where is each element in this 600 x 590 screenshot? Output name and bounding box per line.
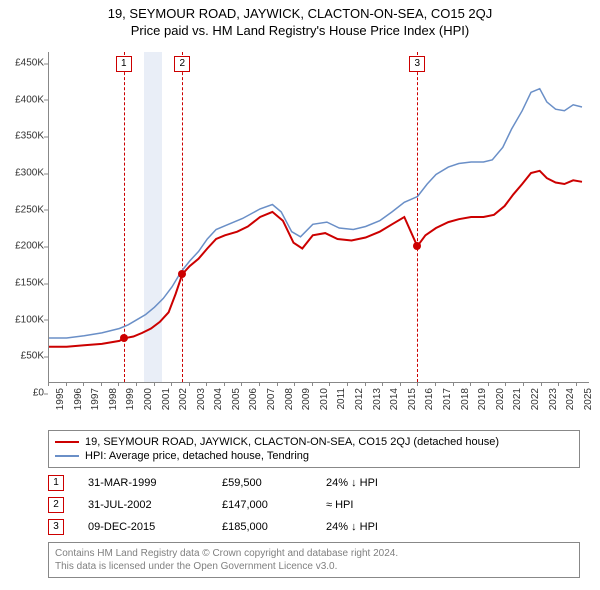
legend-label: HPI: Average price, detached house, Tend… [85, 450, 309, 462]
x-tick-mark [101, 382, 102, 386]
x-tick-mark [136, 382, 137, 386]
x-tick-mark [277, 382, 278, 386]
x-tick-mark [118, 382, 119, 386]
plot-region: 1 2 3 [48, 52, 589, 383]
chart-subtitle: Price paid vs. HM Land Registry's House … [0, 21, 600, 44]
sales-row-date: 09-DEC-2015 [88, 521, 198, 533]
legend-row: 19, SEYMOUR ROAD, JAYWICK, CLACTON-ON-SE… [55, 435, 573, 449]
chart-area: £0 £50K £100K £150K £200K £250K £300K £350K £400… [0, 44, 600, 424]
sale-marker-box: 3 [409, 56, 425, 72]
attribution-footer: Contains HM Land Registry data © Crown c… [48, 542, 580, 578]
x-tick-mark [259, 382, 260, 386]
x-tick-mark [470, 382, 471, 386]
x-tick-mark [488, 382, 489, 386]
x-tick-label: 2025 [583, 388, 600, 410]
sale-marker-box: 1 [116, 56, 132, 72]
sales-row-price: £59,500 [222, 477, 302, 489]
x-tick-mark [453, 382, 454, 386]
x-tick-mark [329, 382, 330, 386]
x-tick-mark [417, 382, 418, 386]
footer-line-1: Contains HM Land Registry data © Crown c… [55, 547, 573, 560]
x-tick-mark [558, 382, 559, 386]
x-tick-mark [171, 382, 172, 386]
sales-row: 3 09-DEC-2015 £185,000 24% ↓ HPI [48, 516, 580, 538]
y-tick-label: £300K [0, 168, 44, 179]
x-tick-mark [294, 382, 295, 386]
legend-swatch [55, 455, 79, 457]
x-tick-mark [66, 382, 67, 386]
sale-marker-box: 2 [174, 56, 190, 72]
sales-row-price: £185,000 [222, 521, 302, 533]
sales-row-marker: 1 [48, 475, 64, 491]
x-tick-mark [576, 382, 577, 386]
chart-title: 19, SEYMOUR ROAD, JAYWICK, CLACTON-ON-SE… [0, 0, 600, 21]
sales-row-marker: 3 [48, 519, 64, 535]
x-tick-mark [347, 382, 348, 386]
y-tick-label: £400K [0, 94, 44, 105]
sales-row-delta: 24% ↓ HPI [326, 521, 416, 533]
sales-row: 2 31-JUL-2002 £147,000 ≈ HPI [48, 494, 580, 516]
footer-line-2: This data is licensed under the Open Gov… [55, 560, 573, 573]
x-tick-mark [435, 382, 436, 386]
x-tick-mark [312, 382, 313, 386]
legend-swatch [55, 441, 79, 443]
x-tick-mark [523, 382, 524, 386]
x-tick-mark [400, 382, 401, 386]
x-tick-mark [48, 382, 49, 386]
sales-row: 1 31-MAR-1999 £59,500 24% ↓ HPI [48, 472, 580, 494]
x-tick-mark [541, 382, 542, 386]
sales-row-marker: 2 [48, 497, 64, 513]
sales-table: 1 31-MAR-1999 £59,500 24% ↓ HPI 2 31-JUL-2002… [48, 472, 580, 538]
sales-row-price: £147,000 [222, 499, 302, 511]
series-property [49, 171, 582, 347]
x-tick-mark [189, 382, 190, 386]
sale-dot [178, 270, 186, 278]
sales-row-date: 31-JUL-2002 [88, 499, 198, 511]
sale-dot [413, 242, 421, 250]
chart-container: 19, SEYMOUR ROAD, JAYWICK, CLACTON-ON-SE… [0, 0, 600, 578]
line-series-svg [49, 52, 589, 382]
y-tick-label: £350K [0, 131, 44, 142]
y-tick-label: £50K [0, 351, 44, 362]
x-tick-mark [382, 382, 383, 386]
x-tick-mark [505, 382, 506, 386]
y-tick-label: £250K [0, 204, 44, 215]
series-hpi [49, 89, 582, 338]
y-tick-label: £200K [0, 241, 44, 252]
x-tick-mark [154, 382, 155, 386]
sales-row-delta: 24% ↓ HPI [326, 477, 416, 489]
sales-row-delta: ≈ HPI [326, 499, 416, 511]
y-tick-label: £100K [0, 314, 44, 325]
legend: 19, SEYMOUR ROAD, JAYWICK, CLACTON-ON-SE… [48, 430, 580, 468]
y-tick-label: £450K [0, 58, 44, 69]
x-tick-mark [224, 382, 225, 386]
sales-row-date: 31-MAR-1999 [88, 477, 198, 489]
legend-label: 19, SEYMOUR ROAD, JAYWICK, CLACTON-ON-SE… [85, 436, 499, 448]
y-tick-label: £0 [0, 388, 44, 399]
sale-dot [120, 334, 128, 342]
y-tick-label: £150K [0, 278, 44, 289]
legend-row: HPI: Average price, detached house, Tend… [55, 449, 573, 463]
x-tick-mark [206, 382, 207, 386]
x-tick-mark [241, 382, 242, 386]
x-tick-mark [365, 382, 366, 386]
x-tick-mark [83, 382, 84, 386]
